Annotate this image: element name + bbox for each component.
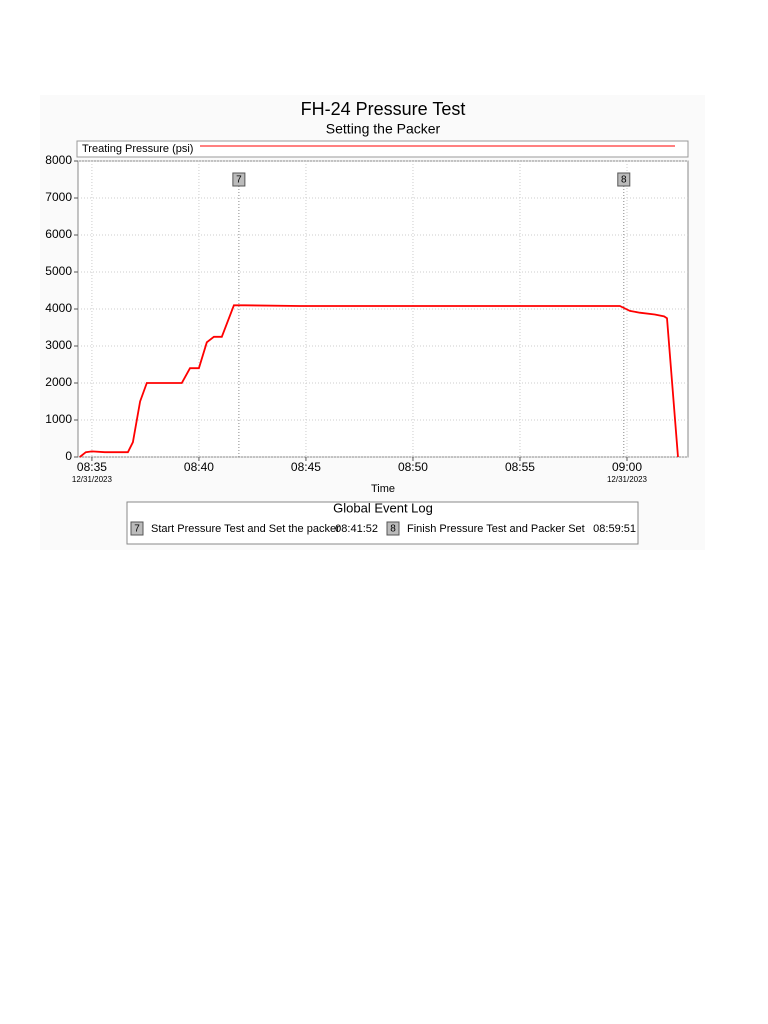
y-tick-label: 2000 <box>45 375 72 389</box>
y-tick-label: 0 <box>65 449 72 463</box>
legend-label: Treating Pressure (psi) <box>82 143 193 155</box>
x-tick-label: 08:45 <box>291 460 321 474</box>
event-log-id: 8 <box>390 524 396 535</box>
y-tick-label: 4000 <box>45 301 72 315</box>
event-log-label: Finish Pressure Test and Packer Set <box>407 523 585 535</box>
event-log-box <box>126 501 639 545</box>
x-tick-label: 09:00 <box>612 460 642 474</box>
chart-subtitle: Setting the Packer <box>326 121 441 137</box>
x-tick-label: 08:35 <box>77 460 107 474</box>
y-tick-label: 7000 <box>45 190 72 204</box>
legend-box <box>76 140 689 158</box>
event-marker <box>232 172 246 187</box>
event-log-time: 08:41:52 <box>335 523 378 535</box>
event-log-id-box <box>130 521 144 536</box>
y-tick-label: 5000 <box>45 264 72 278</box>
x-axis-label: Time <box>371 483 395 495</box>
event-marker-label: 7 <box>236 175 242 186</box>
event-marker-label: 8 <box>621 175 627 186</box>
event-log-id: 7 <box>134 524 140 535</box>
y-tick-label: 3000 <box>45 338 72 352</box>
y-tick-label: 1000 <box>45 412 72 426</box>
event-log-time: 08:59:51 <box>593 523 636 535</box>
series-line <box>79 304 679 458</box>
y-tick-label: 6000 <box>45 227 72 241</box>
x-tick-date: 12/31/2023 <box>607 475 648 484</box>
x-tick-label: 08:55 <box>505 460 535 474</box>
event-log-id-box <box>386 521 400 536</box>
event-log-title: Global Event Log <box>333 500 433 515</box>
x-tick-label: 08:40 <box>184 460 214 474</box>
y-tick-label: 8000 <box>45 153 72 167</box>
plot-area <box>77 160 689 458</box>
chart-title: FH-24 Pressure Test <box>301 99 466 119</box>
event-marker <box>617 172 631 187</box>
event-log-label: Start Pressure Test and Set the packer <box>151 523 340 535</box>
x-tick-date: 12/31/2023 <box>72 475 113 484</box>
x-tick-label: 08:50 <box>398 460 428 474</box>
